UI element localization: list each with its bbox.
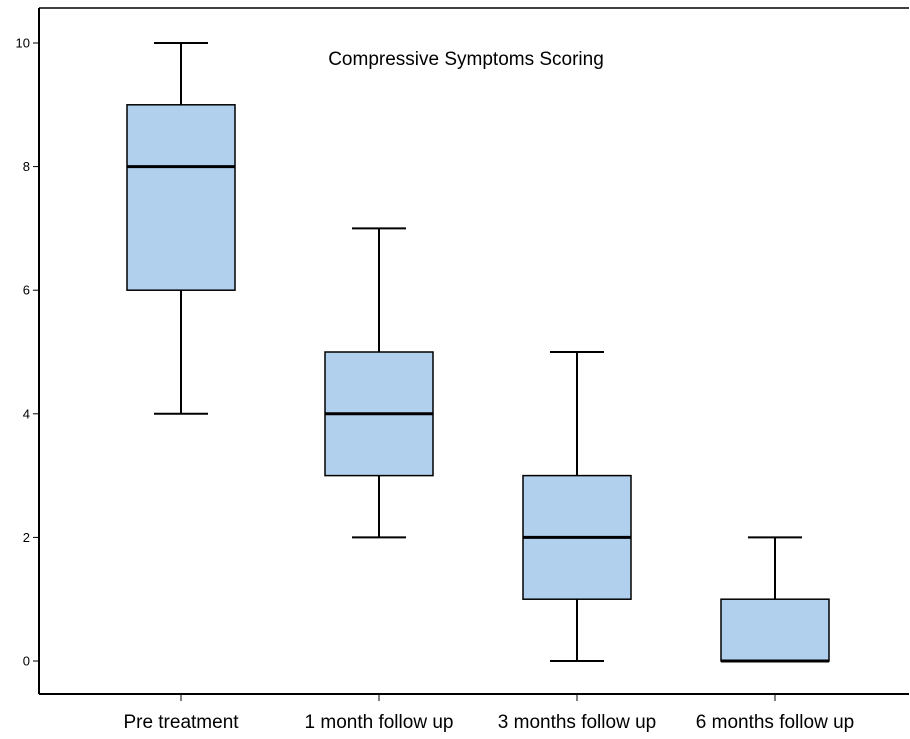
x-tick-label: 1 month follow up (305, 712, 454, 733)
y-tick-label: 6 (23, 283, 30, 298)
chart-title: Compressive Symptoms Scoring (328, 49, 604, 70)
axes: 0 2 4 6 8 10 Pre treatment 1 month follow up 3 m… (16, 7, 909, 733)
y-tick-label: 0 (23, 654, 30, 669)
x-tick-label: 3 months follow up (498, 712, 656, 733)
y-tick-label: 8 (23, 159, 30, 174)
box-iqr (126, 104, 236, 291)
box-group (126, 42, 236, 415)
box-group (720, 536, 830, 663)
box-group (324, 227, 434, 539)
y-tick-label: 4 (23, 406, 30, 421)
box-iqr (720, 598, 830, 662)
boxes (126, 42, 830, 663)
x-tick-label: Pre treatment (123, 712, 239, 733)
box-group (522, 351, 632, 662)
y-tick-label: 10 (16, 36, 30, 51)
x-tick-label: 6 months follow up (696, 712, 854, 733)
y-tick-label: 2 (23, 530, 30, 545)
